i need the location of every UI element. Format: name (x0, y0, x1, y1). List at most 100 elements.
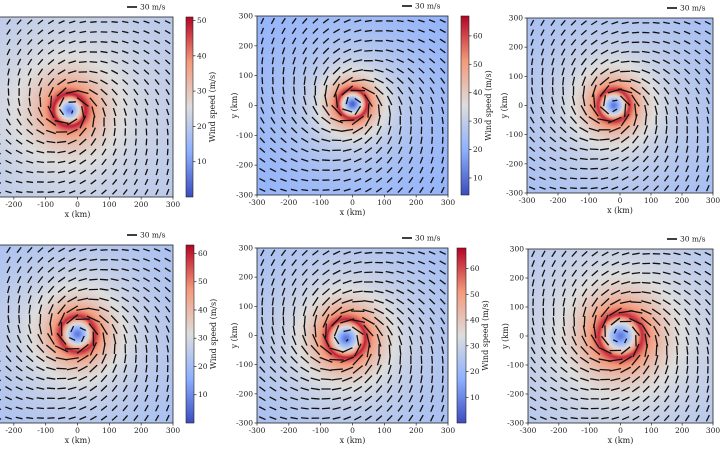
wind-vector (77, 81, 88, 83)
wind-vector (430, 404, 434, 412)
wind-vector (631, 375, 641, 384)
wind-vector (419, 96, 424, 105)
wind-vector (611, 30, 619, 35)
wind-vector (529, 156, 536, 162)
wind-vector (269, 416, 277, 420)
wind-vector (631, 21, 640, 24)
wind-vector (164, 286, 171, 293)
wind-vector (363, 94, 373, 107)
wind-vector (540, 376, 547, 383)
wind-vector (387, 374, 393, 384)
y-tick-label: -100 (236, 360, 253, 369)
wind-vector (57, 150, 66, 154)
wind-vector (418, 48, 425, 54)
wind-vector (675, 116, 678, 125)
wind-vector (58, 97, 65, 107)
wind-vector (386, 177, 393, 184)
wind-vector (280, 259, 287, 267)
wind-vector (332, 260, 341, 265)
wind-vector (111, 69, 119, 75)
x-tick-label: 200 (409, 198, 424, 207)
wind-vector (673, 21, 681, 25)
wind-vector (531, 317, 535, 326)
wind-vector (579, 126, 589, 133)
wind-vector (683, 280, 691, 286)
wind-vector (132, 267, 140, 272)
wind-vector (323, 75, 329, 86)
wind-vector (428, 298, 436, 305)
wind-vector (580, 105, 588, 116)
wind-vector (673, 280, 681, 286)
wind-vector (312, 296, 319, 307)
wind-vector (539, 126, 546, 134)
colorbar-tick-label: 10 (473, 173, 483, 182)
wind-vector (28, 304, 32, 314)
wind-vector (373, 308, 385, 315)
wind-vector (111, 98, 118, 106)
wind-vector (361, 86, 376, 95)
wind-vector (653, 325, 660, 337)
wind-vector (407, 58, 415, 64)
wind-vector (36, 118, 45, 126)
wind-vector (291, 116, 298, 125)
wind-vector (562, 317, 565, 326)
y-tick-label: -200 (506, 159, 523, 168)
wind-vector (122, 384, 128, 393)
wind-vector (302, 27, 308, 35)
wind-vector (620, 346, 631, 355)
wind-vector (6, 108, 11, 116)
x-tick-label: 0 (618, 426, 623, 435)
wind-vector (101, 189, 107, 195)
wind-vector (27, 68, 32, 76)
wind-vector (439, 298, 446, 305)
wind-vector (530, 19, 535, 27)
x-tick-label: 0 (350, 198, 355, 207)
wind-vector (551, 250, 557, 258)
wind-vector (36, 376, 45, 381)
wind-vector (653, 175, 659, 182)
wind-vector (270, 336, 276, 345)
wind-vector (5, 180, 12, 184)
wind-vector (683, 299, 691, 306)
wind-vector (58, 49, 66, 55)
wind-vector (89, 375, 98, 382)
wind-vector (47, 285, 55, 294)
wind-vector (46, 366, 56, 371)
wind-vector (280, 116, 287, 124)
wind-vector (694, 59, 701, 65)
wind-vector (642, 375, 650, 384)
wind-vector (68, 180, 76, 184)
wind-vector (154, 39, 161, 45)
wind-vector (78, 385, 87, 391)
wind-vector (407, 29, 415, 33)
wind-vector (351, 115, 364, 126)
wind-vector (367, 103, 370, 118)
wind-vector (17, 98, 21, 106)
wind-vector (562, 326, 566, 336)
wind-vector (7, 68, 10, 76)
x-tick-label: -100 (312, 198, 329, 207)
wind-vector (685, 175, 690, 182)
wind-vector (26, 355, 34, 363)
wind-vector (704, 261, 712, 266)
wind-vector (676, 355, 679, 365)
x-tick-label: 100 (102, 200, 117, 209)
wind-vector (610, 50, 619, 54)
wind-vector (143, 30, 150, 34)
wind-vector (16, 19, 22, 25)
wind-vector (76, 343, 89, 354)
wind-vector (154, 296, 161, 303)
wind-vector (386, 187, 393, 193)
wind-vector (705, 405, 710, 412)
wind-vector (417, 279, 426, 285)
wind-vector (352, 69, 363, 73)
wind-vector (133, 189, 139, 195)
wind-vector (665, 125, 668, 134)
wind-vector (440, 326, 445, 335)
wind-vector (259, 356, 266, 364)
wind-vector (89, 353, 98, 364)
wind-vector (654, 135, 659, 144)
wind-vector (165, 98, 170, 106)
y-tick-label: -300 (236, 419, 253, 428)
wind-vector (164, 247, 171, 252)
